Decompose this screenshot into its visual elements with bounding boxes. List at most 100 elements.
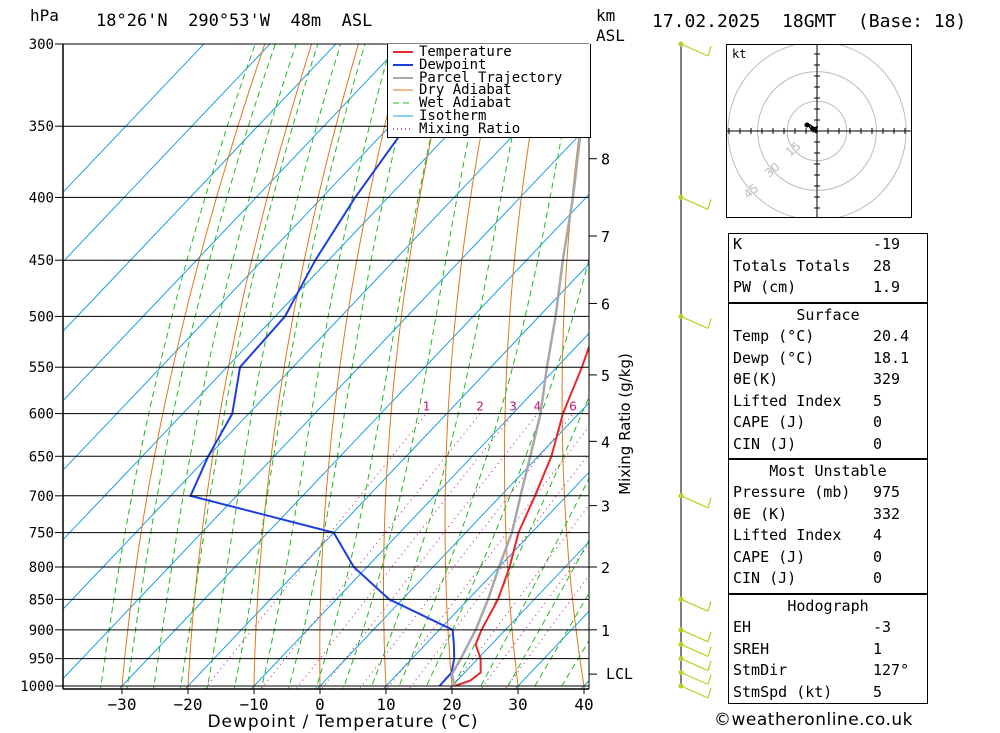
param-name: PW (cm) bbox=[733, 278, 797, 296]
param-name: SREH bbox=[733, 639, 770, 658]
mixing-ratio-label: 1 bbox=[423, 400, 431, 414]
legend-label: Wet Adiabat bbox=[419, 95, 512, 112]
pressure-tick-label: 900 bbox=[29, 623, 54, 639]
wind-barb-shaft bbox=[680, 315, 709, 329]
wet-adiabat-line bbox=[126, 44, 276, 689]
param-row: CIN (J) 0 bbox=[729, 568, 927, 590]
wind-profile bbox=[678, 41, 712, 699]
param-value: 332 bbox=[873, 504, 901, 523]
legend-label: Parcel Trajectory bbox=[419, 69, 563, 86]
isotherm-line bbox=[63, 44, 205, 194]
lcl-label: LCL bbox=[606, 665, 633, 683]
param-value: 0 bbox=[873, 547, 883, 566]
param-name: Totals Totals bbox=[733, 256, 851, 275]
km-tick-label: 7 bbox=[601, 228, 610, 246]
mixing-ratio-label: 3 bbox=[509, 400, 517, 414]
dry-adiabat-line bbox=[253, 44, 359, 689]
wind-barb-flag bbox=[707, 45, 712, 57]
wet-adiabat-line bbox=[451, 395, 589, 689]
wet-adiabat-line bbox=[342, 44, 490, 689]
wet-adiabat-line bbox=[369, 44, 532, 689]
legend-entry: Dry Adiabat bbox=[391, 82, 512, 99]
dry-adiabat-line bbox=[319, 44, 406, 689]
pressure-tick-label: 700 bbox=[29, 489, 54, 505]
temperature-tick-label: 40 bbox=[574, 695, 593, 714]
wet-adiabat-line bbox=[397, 44, 580, 689]
wind-barb-flag bbox=[707, 601, 712, 612]
wind-barb-flag bbox=[707, 646, 712, 657]
legend-entry: Temperature bbox=[391, 45, 512, 59]
pressure-tick-label: 1000 bbox=[20, 679, 54, 695]
pressure-tick-label: 500 bbox=[29, 309, 54, 325]
storm-motion-marker: × bbox=[811, 125, 819, 136]
param-row: Lifted Index 4 bbox=[729, 525, 927, 547]
param-row: EH -3 bbox=[729, 617, 927, 639]
table-title: Surface bbox=[796, 306, 860, 324]
plot-frame bbox=[55, 43, 597, 694]
pressure-tick-label: 750 bbox=[29, 526, 54, 542]
param-name: CAPE (J) bbox=[733, 413, 806, 431]
datetime-title: 17.02.2025 18GMT (Base: 18) bbox=[652, 11, 967, 32]
param-name: K bbox=[733, 235, 743, 253]
wet-adiabat-line bbox=[315, 44, 453, 689]
wind-barb-flag bbox=[707, 660, 712, 671]
axis-labels: 3003504004505005506006507007508008509009… bbox=[20, 37, 634, 732]
legend-swatch bbox=[393, 76, 413, 79]
table-title: Most Unstable bbox=[769, 462, 887, 480]
pressure-tick-label: 300 bbox=[29, 37, 54, 53]
legend-swatch bbox=[393, 128, 413, 130]
legend-label: Dry Adiabat bbox=[419, 82, 512, 99]
wet-adiabat-line bbox=[559, 639, 589, 689]
wind-barb-flag bbox=[707, 497, 712, 508]
temperature-profile bbox=[454, 344, 589, 687]
param-name: Dewp (°C) bbox=[733, 348, 815, 367]
param-value: 127° bbox=[873, 661, 910, 679]
wet-adiabat-line bbox=[206, 44, 342, 689]
param-value: 329 bbox=[873, 370, 901, 388]
pressure-tick-label: 850 bbox=[29, 592, 54, 608]
param-row: Totals Totals 28 bbox=[729, 256, 927, 278]
dry-adiabat-line bbox=[121, 44, 266, 689]
isotherm-line bbox=[63, 124, 589, 680]
hodograph-unit: kt bbox=[732, 47, 747, 61]
param-row: CAPE (J) 0 bbox=[729, 547, 927, 569]
param-name: θE (K) bbox=[733, 504, 788, 523]
param-value: 975 bbox=[873, 483, 901, 501]
wind-barb-flag bbox=[707, 318, 712, 329]
wind-barb-shaft bbox=[680, 643, 709, 657]
wet-adiabat-line bbox=[100, 44, 256, 689]
param-name: CAPE (J) bbox=[733, 547, 806, 566]
dry-adiabat-line bbox=[504, 44, 547, 689]
x-axis-label: Dewpoint / Temperature (°C) bbox=[207, 712, 478, 732]
wind-barb-shaft bbox=[680, 671, 709, 686]
wind-barb-shaft bbox=[680, 685, 709, 699]
legend-entry: Isotherm bbox=[391, 109, 486, 123]
param-name: Lifted Index bbox=[733, 391, 842, 410]
wet-adiabat-line bbox=[153, 44, 297, 689]
param-row: SREH 1 bbox=[729, 639, 927, 661]
mixing-ratio-label: 6 bbox=[569, 400, 577, 414]
wind-barb-shaft bbox=[680, 196, 709, 210]
mixing-ratio-line bbox=[480, 543, 589, 689]
legend-label: Dewpoint bbox=[419, 56, 487, 73]
wind-barb-shaft bbox=[680, 43, 709, 57]
param-value: 5 bbox=[873, 682, 883, 701]
legend-swatch bbox=[393, 63, 413, 66]
param-row: K -19 bbox=[729, 234, 927, 256]
isotherm-line bbox=[63, 44, 403, 402]
temperature-tick-label: 30 bbox=[508, 695, 527, 714]
pressure-tick-label: 450 bbox=[29, 253, 54, 269]
km-tick-label: 1 bbox=[601, 622, 610, 640]
hodograph-point bbox=[810, 126, 816, 132]
wet-adiabat-line bbox=[233, 44, 366, 689]
wind-barb-shaft bbox=[680, 495, 709, 509]
param-name: Pressure (mb) bbox=[733, 483, 851, 501]
wind-barb-flag bbox=[707, 687, 712, 699]
param-name: Temp (°C) bbox=[733, 327, 815, 345]
legend-entry: Mixing Ratio bbox=[391, 122, 520, 136]
pressure-tick-label: 400 bbox=[29, 190, 54, 206]
pressure-tick-label: 800 bbox=[29, 560, 54, 576]
isotherm-line bbox=[118, 193, 589, 689]
wind-barb-shaft bbox=[680, 598, 709, 612]
